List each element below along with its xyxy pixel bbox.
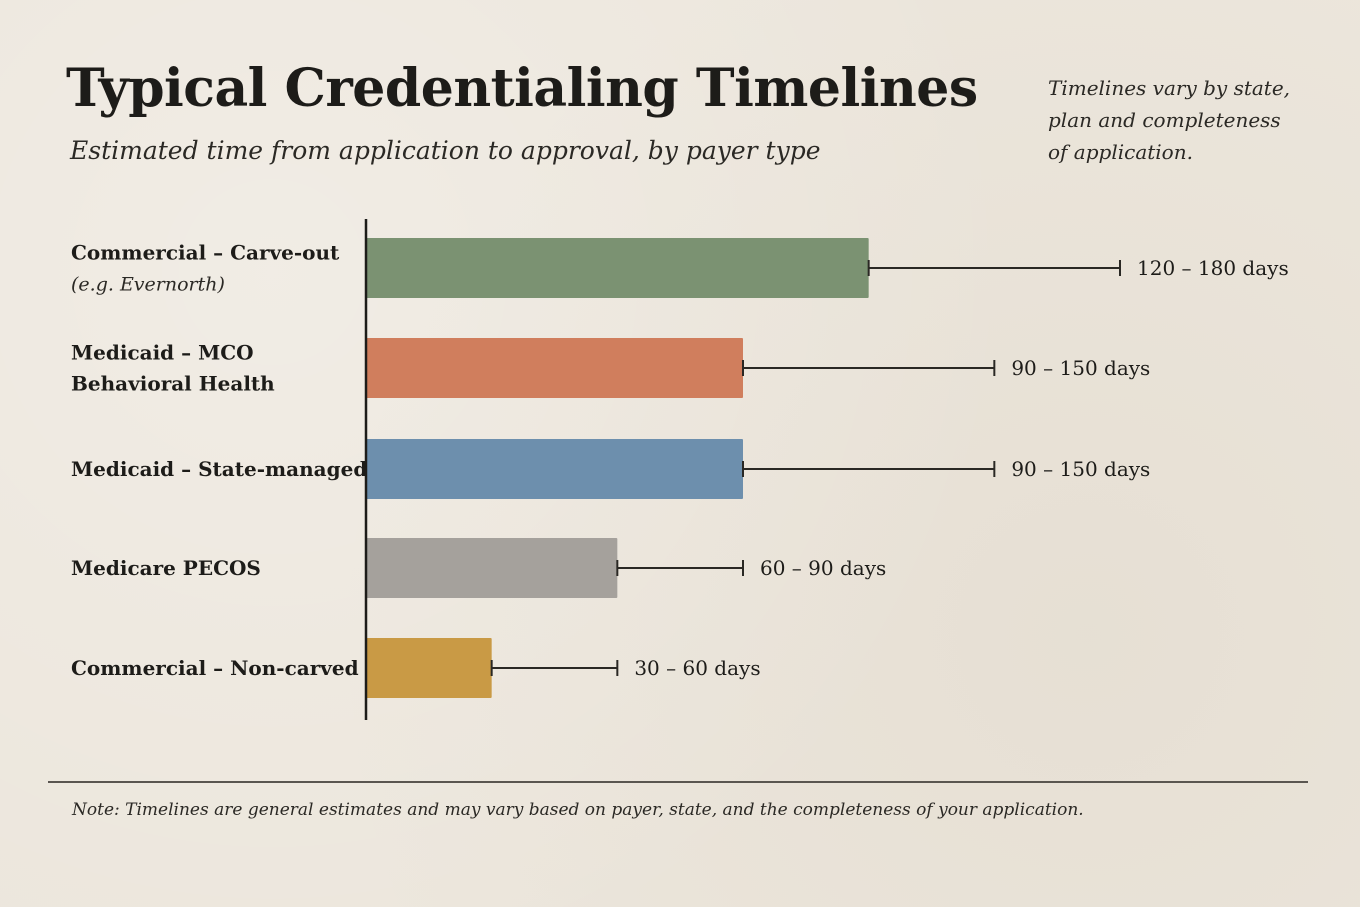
chart-subtitle: Estimated time from application to appro… (70, 136, 821, 165)
bar (366, 238, 869, 298)
data-label: 60 – 90 days (760, 556, 886, 580)
footnote: Note: Timelines are general estimates an… (72, 800, 1084, 820)
divider-line (48, 781, 1308, 783)
bar-chart: 120 – 180 days Commercial – Carve-out (e.g… (71, 219, 1289, 720)
side-note-line: plan and completeness (1048, 108, 1281, 132)
data-label: 120 – 180 days (1137, 256, 1289, 280)
side-note-line: of application. (1048, 140, 1193, 164)
side-note-line: Timelines vary by state, (1048, 76, 1291, 100)
bar (366, 638, 492, 698)
category-sublabel: (e.g. Evernorth) (71, 274, 225, 296)
category-label: Commercial – Non-carved (71, 656, 359, 680)
bar (366, 338, 743, 398)
chart-title: Typical Credentialing Timelines (66, 58, 978, 119)
category-label: Medicare PECOS (71, 556, 261, 580)
data-label: 30 – 60 days (634, 656, 760, 680)
category-label: Medicaid – MCO (71, 341, 254, 365)
bar (366, 538, 618, 598)
category-label: Commercial – Carve-out (71, 241, 340, 265)
data-label: 90 – 150 days (1011, 457, 1150, 481)
category-label: Medicaid – State-managed (71, 457, 367, 481)
bar (366, 439, 743, 499)
category-label: Behavioral Health (71, 372, 275, 396)
side-note: Timelines vary by state, plan and comple… (1048, 72, 1338, 168)
data-label: 90 – 150 days (1011, 356, 1150, 380)
